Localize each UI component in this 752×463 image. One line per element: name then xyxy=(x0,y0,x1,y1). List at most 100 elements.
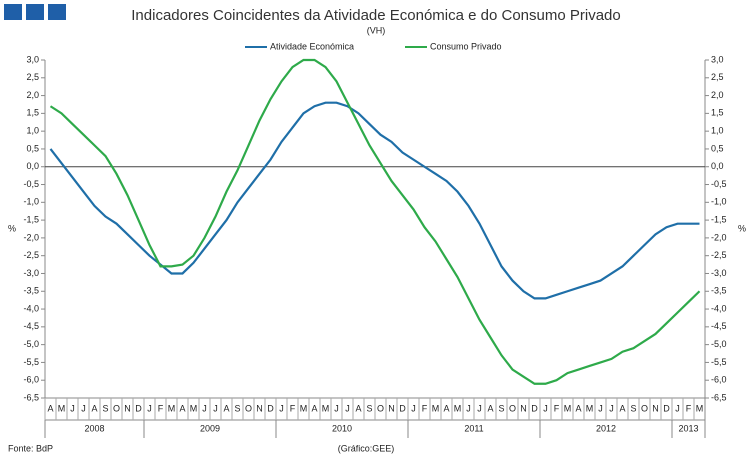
x-tick-label: F xyxy=(686,403,692,413)
x-tick-label: F xyxy=(290,403,296,413)
y2-axis-label: % xyxy=(738,223,746,233)
x-tick-label: N xyxy=(520,403,527,413)
x-tick-label: J xyxy=(213,403,218,413)
x-tick-label: J xyxy=(411,403,416,413)
x-tick-label: S xyxy=(234,403,240,413)
x-tick-label: J xyxy=(466,403,471,413)
x-tick-label: A xyxy=(443,403,449,413)
y-tick-label: -0,5 xyxy=(23,179,39,189)
x-tick-label: A xyxy=(619,403,625,413)
x-tick-label: O xyxy=(509,403,516,413)
series-line xyxy=(49,58,701,385)
year-label: 2010 xyxy=(332,423,352,433)
y2-tick-label: 2,5 xyxy=(711,72,724,82)
x-tick-label: J xyxy=(334,403,339,413)
x-tick-label: O xyxy=(113,403,120,413)
year-label: 2012 xyxy=(596,423,616,433)
x-tick-label: M xyxy=(564,403,572,413)
legend-label: Atividade Económica xyxy=(270,41,354,51)
y2-tick-label: -2,0 xyxy=(711,232,727,242)
x-tick-label: D xyxy=(267,403,274,413)
y-tick-label: 3,0 xyxy=(26,54,39,64)
x-tick-label: O xyxy=(245,403,252,413)
x-tick-label: J xyxy=(81,403,86,413)
y2-tick-label: 2,0 xyxy=(711,90,724,100)
year-label: 2009 xyxy=(200,423,220,433)
year-label: 2013 xyxy=(678,423,698,433)
y2-tick-label: 0,5 xyxy=(711,143,724,153)
x-tick-label: S xyxy=(630,403,636,413)
y-tick-label: -2,0 xyxy=(23,232,39,242)
y2-tick-label: 1,0 xyxy=(711,126,724,136)
x-tick-label: A xyxy=(575,403,581,413)
y-tick-label: -6,5 xyxy=(23,392,39,402)
x-tick-label: J xyxy=(279,403,284,413)
x-tick-label: S xyxy=(366,403,372,413)
y-tick-label: -1,0 xyxy=(23,197,39,207)
x-tick-label: A xyxy=(47,403,53,413)
y2-tick-label: -6,0 xyxy=(711,375,727,385)
x-tick-label: A xyxy=(223,403,229,413)
x-tick-label: D xyxy=(135,403,142,413)
year-label: 2011 xyxy=(464,423,483,433)
x-tick-label: O xyxy=(641,403,648,413)
y-tick-label: 1,5 xyxy=(26,108,39,118)
x-tick-label: F xyxy=(422,403,428,413)
logo-block xyxy=(48,4,66,20)
y2-tick-label: 3,0 xyxy=(711,54,724,64)
x-tick-label: M xyxy=(168,403,176,413)
x-tick-label: J xyxy=(147,403,152,413)
y-tick-label: -5,5 xyxy=(23,357,39,367)
y2-tick-label: -1,0 xyxy=(711,197,727,207)
y-tick-label: 0,0 xyxy=(26,161,39,171)
x-tick-label: A xyxy=(91,403,97,413)
y-tick-label: 1,0 xyxy=(26,126,39,136)
y2-tick-label: -1,5 xyxy=(711,214,727,224)
x-tick-label: S xyxy=(498,403,504,413)
x-tick-label: J xyxy=(202,403,207,413)
x-tick-label: A xyxy=(487,403,493,413)
y-tick-label: 2,5 xyxy=(26,72,39,82)
x-tick-label: F xyxy=(158,403,164,413)
x-tick-label: N xyxy=(652,403,659,413)
y-tick-label: 2,0 xyxy=(26,90,39,100)
x-tick-label: A xyxy=(179,403,185,413)
y-tick-label: -2,5 xyxy=(23,250,39,260)
x-tick-label: A xyxy=(311,403,317,413)
chart-subtitle: (VH) xyxy=(367,25,386,35)
x-tick-label: N xyxy=(124,403,131,413)
y2-tick-label: -3,5 xyxy=(711,286,727,296)
series-line xyxy=(49,101,700,300)
x-tick-label: M xyxy=(322,403,330,413)
y-tick-label: -5,0 xyxy=(23,339,39,349)
x-tick-label: D xyxy=(399,403,406,413)
x-tick-label: N xyxy=(388,403,395,413)
logo-block xyxy=(26,4,44,20)
x-tick-label: A xyxy=(355,403,361,413)
y2-tick-label: 0,0 xyxy=(711,161,724,171)
x-tick-label: J xyxy=(675,403,680,413)
x-tick-label: M xyxy=(696,403,704,413)
x-tick-label: O xyxy=(377,403,384,413)
x-tick-label: J xyxy=(609,403,614,413)
x-tick-label: D xyxy=(531,403,538,413)
x-tick-label: F xyxy=(554,403,560,413)
x-tick-label: S xyxy=(102,403,108,413)
y2-tick-label: 1,5 xyxy=(711,108,724,118)
source-note: Fonte: BdP xyxy=(8,443,53,453)
x-tick-label: M xyxy=(586,403,594,413)
y2-tick-label: -3,0 xyxy=(711,268,727,278)
y-tick-label: -6,0 xyxy=(23,375,39,385)
y2-tick-label: -5,0 xyxy=(711,339,727,349)
x-tick-label: J xyxy=(543,403,548,413)
y2-tick-label: -0,5 xyxy=(711,179,727,189)
x-tick-label: D xyxy=(663,403,670,413)
x-tick-label: M xyxy=(300,403,308,413)
y2-tick-label: -4,0 xyxy=(711,303,727,313)
y-axis-label: % xyxy=(8,223,16,233)
x-tick-label: M xyxy=(190,403,198,413)
x-tick-label: J xyxy=(345,403,350,413)
chart-title: Indicadores Coincidentes da Atividade Ec… xyxy=(131,7,620,24)
y-tick-label: -1,5 xyxy=(23,214,39,224)
